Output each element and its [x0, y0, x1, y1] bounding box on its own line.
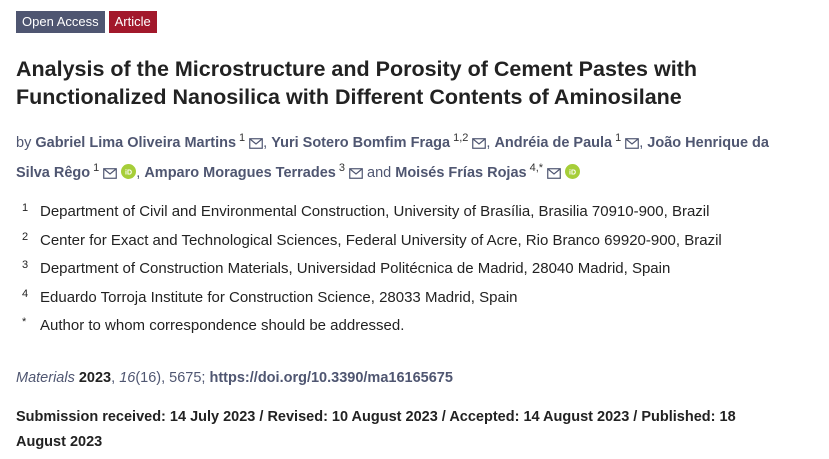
author-name[interactable]: Moisés Frías Rojas: [395, 164, 527, 181]
affiliation: 1 Department of Civil and Environmental C…: [22, 198, 722, 227]
affiliation-text: Department of Construction Materials, Un…: [40, 260, 671, 277]
author-name[interactable]: João Henrique da Silva Rêgo: [16, 134, 769, 181]
authors: by Gabriel Lima Oliveira Martins 1, Yuri …: [16, 126, 786, 186]
author: Amparo Moragues Terrades 3: [144, 161, 363, 181]
citation-part: ,: [111, 370, 120, 386]
orcid-icon[interactable]: iD: [121, 163, 137, 179]
dates: Submission received: 14 July 2023 / Revi…: [16, 409, 736, 450]
svg-text:iD: iD: [569, 169, 576, 176]
author: Moisés Frías Rojas 4,* iD: [395, 161, 581, 181]
separator: ,: [639, 134, 644, 151]
author: Yuri Sotero Bomfim Fraga 1,2: [271, 132, 487, 151]
separator: ,: [263, 134, 268, 151]
author-name[interactable]: Yuri Sotero Bomfim Fraga: [271, 134, 451, 151]
author-name[interactable]: Amparo Moragues Terrades: [144, 164, 336, 181]
badge[interactable]: Open Access: [16, 11, 105, 33]
affiliation-text: Author to whom correspondence should be …: [40, 317, 405, 334]
author-affiliation: 1: [93, 161, 100, 174]
affiliation-text: Center for Exact and Technological Scien…: [40, 231, 722, 249]
email-icon[interactable]: [349, 167, 363, 179]
affiliation-mark: 2: [22, 230, 29, 243]
affiliation: * Author to whom correspondence should be…: [22, 312, 722, 341]
authors-intro: by: [16, 134, 32, 151]
email-icon[interactable]: [547, 167, 561, 179]
citation: Materials 2023, 16(16), 5675; https://do…: [16, 370, 453, 386]
affiliation: 4 Eduardo Torroja Institute for Construct…: [22, 284, 722, 313]
author-affiliation: 1,2: [453, 132, 469, 144]
orcid-icon[interactable]: iD: [565, 163, 581, 179]
separator: ,: [136, 164, 141, 181]
affiliations: 1 Department of Civil and Environmental C…: [22, 198, 722, 341]
citation-part: 2023: [74, 370, 112, 386]
author: Gabriel Lima Oliveira Martins 1: [35, 132, 264, 151]
author-affiliation: 4,*: [529, 161, 544, 174]
svg-text:iD: iD: [125, 169, 132, 176]
author: Andréia de Paula 1: [494, 132, 640, 151]
affiliation-mark: *: [22, 316, 27, 328]
email-icon[interactable]: [472, 137, 487, 149]
affiliation-mark: 3: [22, 259, 29, 271]
affiliation: 2 Center for Exact and Technological Scie…: [22, 227, 722, 256]
conjunction: and: [367, 164, 392, 181]
separator: ,: [486, 134, 491, 151]
author-affiliation: 3: [338, 161, 345, 174]
badges: Open Access Article: [16, 11, 157, 33]
citation-part: (16), 5675;: [135, 370, 210, 386]
email-icon[interactable]: [625, 137, 640, 149]
affiliation-text: Department of Civil and Environmental Co…: [40, 203, 710, 220]
citation-part: Materials: [16, 370, 75, 386]
affiliation: 3 Department of Construction Materials, U…: [22, 255, 722, 284]
title: Analysis of the Microstructure and Poros…: [16, 57, 697, 109]
author-affiliation: 1: [239, 132, 246, 144]
email-icon[interactable]: [103, 167, 118, 179]
citation-part[interactable]: https://doi.org/10.3390/ma16165675: [209, 370, 453, 386]
author-name[interactable]: Andréia de Paula: [494, 134, 613, 151]
email-icon[interactable]: [249, 137, 264, 149]
author: João Henrique da Silva Rêgo 1 iD: [16, 135, 769, 181]
author-name[interactable]: Gabriel Lima Oliveira Martins: [35, 134, 237, 151]
author-affiliation: 1: [615, 132, 622, 144]
affiliation-mark: 1: [22, 202, 29, 214]
affiliation-text: Eduardo Torroja Institute for Constructi…: [40, 288, 518, 306]
badge[interactable]: Article: [108, 11, 157, 33]
citation-part: 16: [119, 370, 136, 386]
affiliation-mark: 4: [22, 287, 29, 300]
